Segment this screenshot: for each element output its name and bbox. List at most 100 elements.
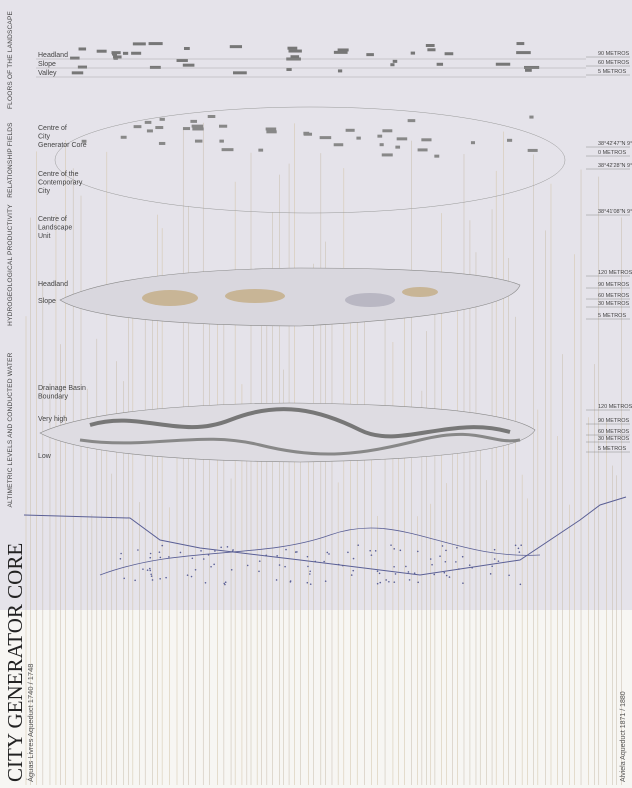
building [149, 65, 161, 69]
point [417, 581, 419, 584]
point [200, 550, 202, 552]
building [192, 127, 204, 131]
building [182, 127, 191, 131]
building [233, 71, 247, 75]
point [308, 573, 311, 575]
layer-label: Drainage Basin [38, 385, 86, 392]
point [445, 574, 448, 577]
point [520, 544, 522, 547]
building [356, 136, 361, 140]
building [81, 139, 87, 143]
right-caption: Alviela Aqueduct 1871 / 1880 [620, 691, 627, 782]
point [433, 573, 436, 576]
point [517, 547, 520, 550]
point [224, 581, 227, 584]
point [352, 557, 355, 560]
point [151, 579, 154, 581]
level-label: 60 METROS [598, 429, 630, 435]
point [230, 568, 233, 571]
point [186, 574, 189, 576]
building [319, 136, 332, 140]
patch [225, 289, 285, 303]
point [370, 554, 373, 556]
point [296, 551, 298, 553]
point [491, 565, 493, 568]
building [427, 48, 436, 52]
building [148, 42, 163, 46]
point [306, 555, 309, 558]
point [307, 565, 309, 568]
point [284, 565, 286, 568]
point [376, 582, 379, 585]
point [323, 560, 325, 563]
building [113, 56, 118, 60]
section-label: HYDROGEOLOGICAL PRODUCTIVITY [7, 204, 14, 326]
point [159, 578, 161, 580]
building [131, 51, 142, 55]
point [431, 563, 433, 566]
point [413, 572, 416, 575]
level-label: 90 METROS [598, 282, 630, 288]
point [220, 546, 222, 549]
building [495, 62, 511, 66]
labels: FLOORS OF THE LANDSCAPE RELATIONSHIP FIEL… [3, 11, 632, 782]
point [408, 579, 411, 581]
patch [402, 287, 438, 297]
building [219, 124, 228, 128]
level-label: 60 METROS [598, 293, 630, 299]
building [524, 65, 540, 69]
level-label: 5 METROS [598, 69, 626, 75]
relationship-ellipse [54, 106, 566, 214]
point [159, 556, 162, 559]
point [120, 552, 122, 555]
point [514, 544, 517, 547]
patch [345, 293, 395, 307]
point [369, 549, 371, 552]
level-label: 5 METROS [598, 313, 626, 319]
level-label: 38°42'47"N 9°08'30"O [598, 141, 632, 147]
point [137, 549, 139, 551]
point [441, 545, 444, 547]
point [508, 574, 510, 577]
building [219, 139, 224, 143]
building [159, 117, 165, 121]
building [303, 132, 313, 136]
building [133, 125, 142, 129]
building [191, 124, 204, 128]
building [470, 141, 476, 145]
title: CITY GENERATOR CORE [3, 543, 27, 782]
building [290, 55, 300, 59]
point [493, 548, 496, 551]
layer-label: Valley [38, 70, 57, 77]
point [275, 579, 278, 581]
point [190, 575, 193, 578]
point [309, 583, 312, 585]
building [190, 119, 198, 123]
building [395, 145, 401, 149]
building [77, 65, 88, 69]
point [191, 557, 194, 560]
contour [89, 407, 511, 439]
building [221, 148, 234, 152]
point [388, 580, 390, 583]
section-label: RELATIONSHIP FIELDS [7, 122, 14, 198]
point [497, 560, 500, 562]
point [134, 579, 136, 582]
layer-label: Landscape [38, 225, 72, 232]
building [516, 42, 525, 46]
point [214, 550, 216, 552]
point [146, 569, 149, 571]
building [120, 135, 127, 139]
point [202, 558, 205, 560]
level-label: 30 METROS [598, 436, 630, 442]
layer-label: Generator Core [38, 142, 87, 149]
point [224, 583, 226, 586]
building [379, 143, 384, 147]
point [374, 550, 377, 552]
point [194, 569, 197, 571]
point [150, 575, 153, 577]
point [416, 550, 419, 553]
point [456, 546, 458, 549]
point [207, 554, 210, 556]
